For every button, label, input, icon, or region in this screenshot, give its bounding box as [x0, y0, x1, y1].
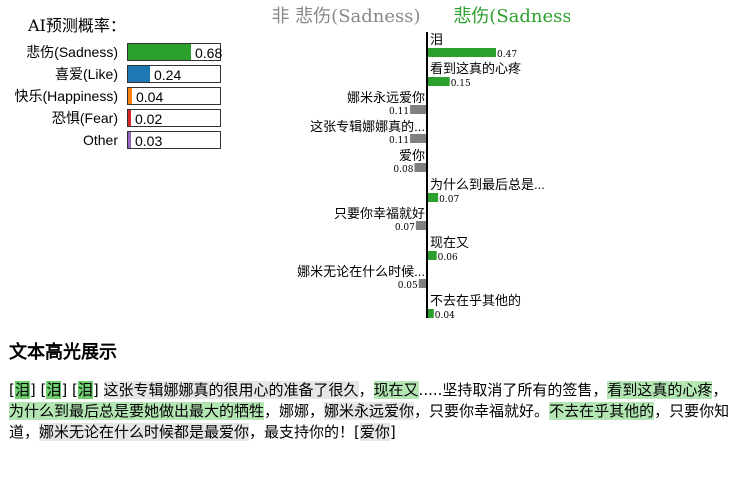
feature-label: 看到这真的心疼	[430, 61, 521, 76]
prediction-label: 快乐(Happiness)	[14, 88, 118, 104]
prediction-bar-fill	[128, 88, 132, 104]
highlighted-segment: 现在又	[373, 381, 419, 399]
feature-bar	[428, 48, 496, 57]
feature-label: 这张专辑娜娜真的...	[310, 119, 425, 134]
feature-bar	[428, 77, 450, 86]
feature-bar	[414, 163, 426, 172]
prediction-bar: 0.24	[127, 65, 221, 83]
text-segment: ，只要你幸福就好。	[414, 402, 550, 420]
text-segment: .....坚持取消了所有的签售，	[418, 381, 608, 399]
prediction-value: 0.24	[154, 67, 182, 83]
feature-label: 为什么到最后总是...	[430, 177, 545, 192]
feature-label: 爱你	[399, 148, 425, 163]
feature-value: 0.15	[451, 79, 471, 89]
feature-bar	[418, 279, 426, 288]
prediction-row: 悲伤(Sadness) 0.68	[0, 42, 750, 62]
prediction-row: 快乐(Happiness) 0.04	[0, 86, 750, 106]
feature-bar	[428, 309, 434, 318]
feature-label: 不去在乎其他的	[430, 293, 521, 308]
feature-bar	[415, 221, 426, 230]
prediction-label: 喜爱(Like)	[54, 66, 118, 82]
text-segment: ，	[358, 381, 374, 399]
text-segment: ，只要你知道，	[9, 402, 730, 441]
feature-value: 0.05	[398, 281, 418, 291]
highlighted-segment: 为什么到最后总是要她做出最大的牺牲	[9, 402, 265, 420]
left-class-header: 非 悲伤(Sadness)	[271, 6, 420, 27]
highlighted-segment: 看到这真的心疼	[607, 381, 713, 399]
text-segment: ] [	[29, 381, 47, 399]
prediction-title: AI预测概率：	[28, 16, 126, 35]
highlighted-text: [泪] [泪] [泪] 这张专辑娜娜真的很用心的准备了很久，现在又.....坚持…	[9, 380, 731, 443]
text-segment: ]	[389, 423, 396, 441]
highlighted-segment: 这张专辑娜娜真的很用心的准备了很久	[103, 381, 359, 399]
text-segment: ]	[92, 381, 104, 399]
feature-value: 0.11	[389, 136, 409, 146]
feature-bar	[410, 134, 426, 143]
highlight-section-title: 文本高光展示	[9, 342, 117, 363]
highlighted-segment: 爱你	[359, 423, 390, 441]
prediction-label: 悲伤(Sadness)	[26, 44, 118, 60]
feature-value: 0.07	[395, 223, 415, 233]
highlighted-segment: 不去在乎其他的	[549, 402, 655, 420]
feature-label: 娜米永远爱你	[347, 90, 425, 105]
text-segment: ，最支持你的！[	[249, 423, 360, 441]
prediction-value: 0.03	[135, 133, 163, 149]
right-class-header: 悲伤(Sadness)	[453, 6, 570, 27]
text-segment: [	[9, 381, 15, 399]
text-segment: ，	[712, 381, 728, 399]
feature-bar	[428, 251, 437, 260]
prediction-value: 0.02	[135, 111, 163, 127]
prediction-bar: 0.04	[127, 87, 221, 105]
text-segment: ] [	[61, 381, 78, 399]
highlighted-segment: 泪	[77, 381, 93, 399]
prediction-bar-fill	[128, 110, 131, 126]
highlighted-segment: 娜米永远爱你	[324, 402, 415, 420]
feature-value: 0.04	[435, 311, 455, 321]
prediction-bar-fill	[128, 132, 131, 148]
prediction-bar-fill	[128, 44, 191, 60]
prediction-row: 恐惧(Fear) 0.02	[0, 108, 750, 128]
text-segment: ，娜娜，	[264, 402, 325, 420]
prediction-label: 恐惧(Fear)	[51, 110, 118, 126]
prediction-value: 0.68	[195, 45, 223, 61]
prediction-bar-fill	[128, 66, 150, 82]
feature-label: 泪	[430, 32, 443, 47]
prediction-value: 0.04	[136, 89, 164, 105]
feature-label: 现在又	[430, 235, 469, 250]
prediction-row: Other 0.03	[0, 130, 750, 150]
prediction-bar: 0.03	[127, 131, 221, 149]
feature-value: 0.47	[497, 50, 517, 60]
highlighted-segment: 泪	[14, 381, 30, 399]
feature-bar	[410, 105, 426, 114]
prediction-bar: 0.02	[127, 109, 221, 127]
feature-value: 0.07	[439, 195, 459, 205]
prediction-label: Other	[82, 132, 118, 148]
feature-value: 0.08	[393, 165, 413, 175]
feature-value: 0.11	[389, 107, 409, 117]
highlighted-segment: 娜米无论在什么时候都是最爱你	[39, 423, 250, 441]
feature-label: 只要你幸福就好	[334, 206, 425, 221]
highlighted-segment: 泪	[46, 381, 62, 399]
prediction-row: 喜爱(Like) 0.24	[0, 64, 750, 84]
prediction-bar: 0.68	[127, 43, 223, 61]
feature-label: 娜米无论在什么时候...	[297, 264, 425, 279]
feature-value: 0.06	[438, 253, 458, 263]
feature-bar	[428, 193, 439, 202]
